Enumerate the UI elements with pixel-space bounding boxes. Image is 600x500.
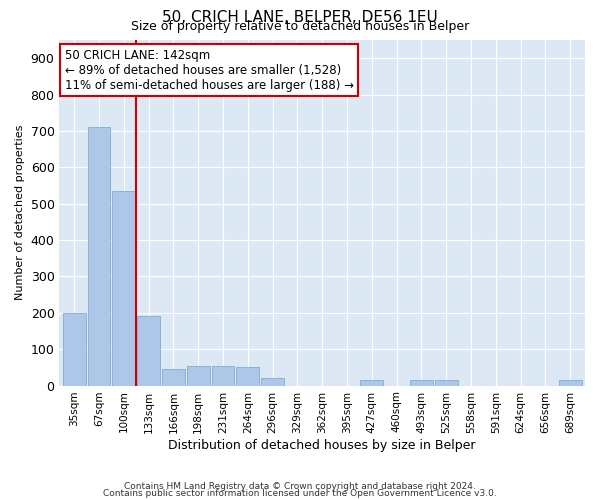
Bar [63,313,86,386]
Bar [212,366,235,386]
Bar [410,380,433,386]
Bar [261,378,284,386]
Bar [112,191,135,386]
Bar [137,316,160,386]
Bar [162,369,185,386]
Bar [187,366,209,386]
Bar [236,368,259,386]
Bar [88,128,110,386]
Text: Size of property relative to detached houses in Belper: Size of property relative to detached ho… [131,20,469,33]
Text: 50, CRICH LANE, BELPER, DE56 1EU: 50, CRICH LANE, BELPER, DE56 1EU [162,10,438,25]
Text: 50 CRICH LANE: 142sqm
← 89% of detached houses are smaller (1,528)
11% of semi-d: 50 CRICH LANE: 142sqm ← 89% of detached … [65,48,353,92]
Text: Contains HM Land Registry data © Crown copyright and database right 2024.: Contains HM Land Registry data © Crown c… [124,482,476,491]
Bar [361,380,383,386]
Bar [559,380,581,386]
Y-axis label: Number of detached properties: Number of detached properties [15,125,25,300]
Bar [435,380,458,386]
Text: Contains public sector information licensed under the Open Government Licence v3: Contains public sector information licen… [103,489,497,498]
X-axis label: Distribution of detached houses by size in Belper: Distribution of detached houses by size … [169,440,476,452]
